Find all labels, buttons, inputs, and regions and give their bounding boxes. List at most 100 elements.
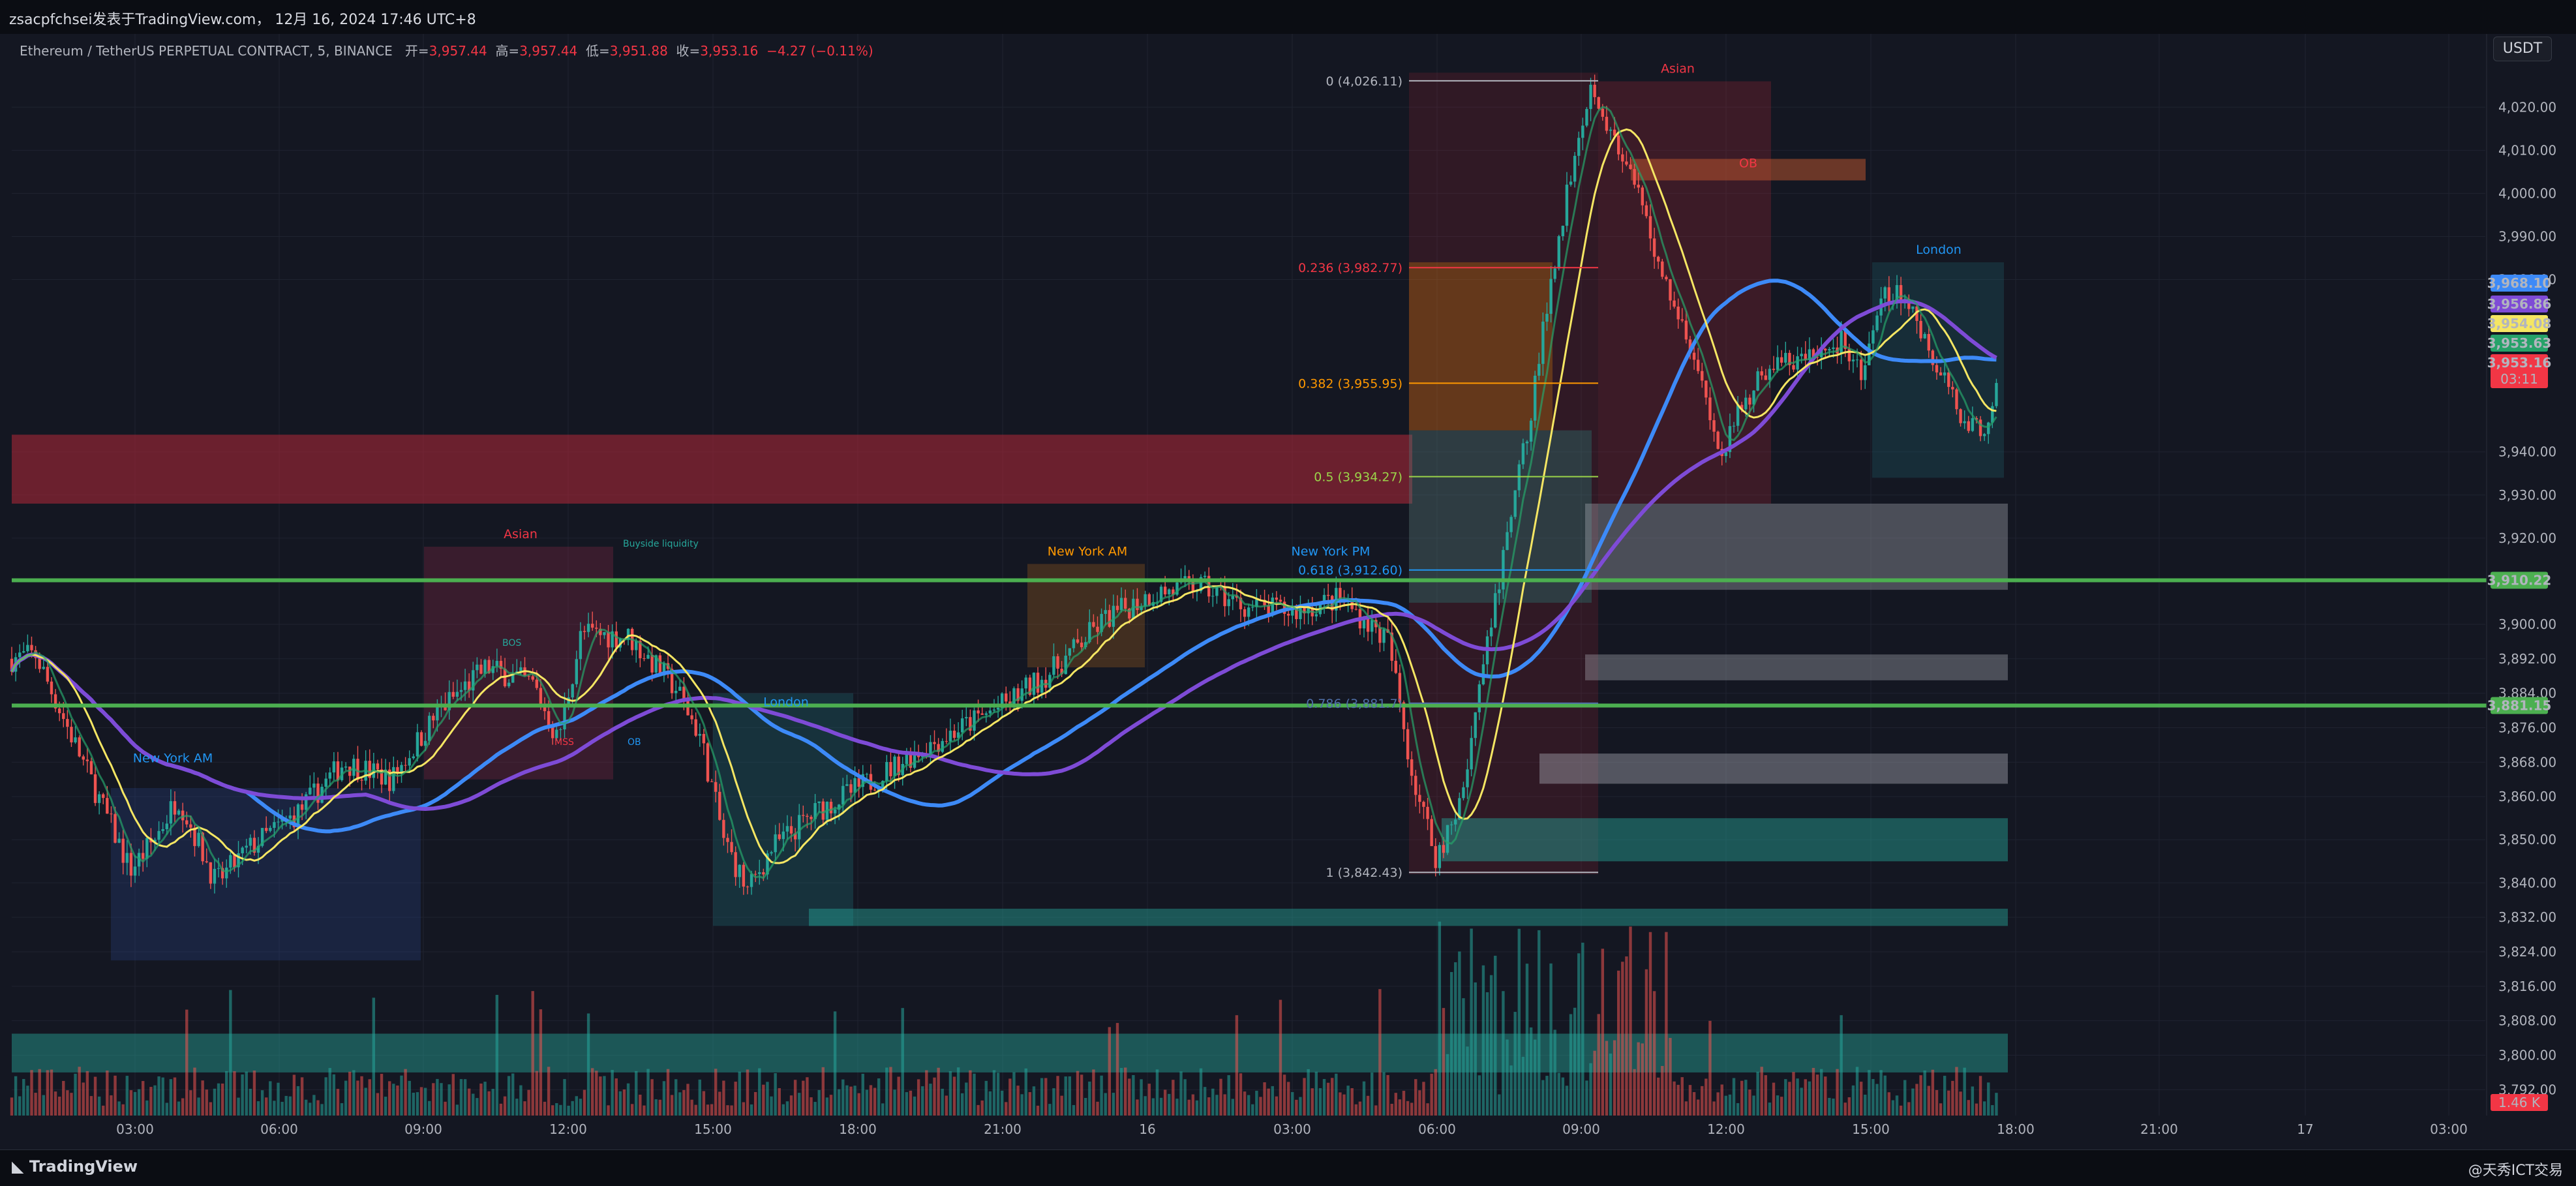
candle-body <box>702 734 706 744</box>
candle-body <box>1680 319 1684 321</box>
candle-body <box>1760 371 1763 376</box>
volume-bar <box>941 1088 944 1116</box>
candle-body <box>1076 639 1080 643</box>
volume-bar <box>523 1101 526 1116</box>
candle-body <box>1410 759 1414 776</box>
volume-bar <box>312 1095 316 1116</box>
volume-bar <box>1919 1075 1922 1116</box>
volume-bar <box>1716 1092 1720 1116</box>
candle-body <box>762 872 765 875</box>
candle-body <box>734 852 737 877</box>
candle-body <box>1776 357 1780 371</box>
candle-body <box>778 834 781 840</box>
volume-bar <box>1601 949 1605 1116</box>
candle-body <box>42 667 45 669</box>
candle-body <box>1187 576 1190 579</box>
candle-body <box>670 669 674 693</box>
candle-body <box>1601 108 1605 117</box>
volume-bar <box>1008 1078 1012 1116</box>
candle-body <box>419 732 423 746</box>
volume-bar <box>774 1072 777 1116</box>
candle-body <box>384 769 387 785</box>
volume-bar <box>1804 1079 1807 1116</box>
volume-bar <box>1259 1097 1262 1116</box>
volume-bar <box>1207 1097 1211 1116</box>
volume-bar <box>1382 1072 1386 1116</box>
volume-bar <box>1454 962 1457 1116</box>
close-value: 3,953.16 <box>700 43 759 59</box>
tradingview-logo[interactable]: ◣ TradingView <box>12 1157 138 1176</box>
volume-bar <box>1995 1093 1998 1116</box>
volume-bar <box>885 1067 888 1116</box>
volume-bar <box>1132 1074 1135 1116</box>
volume-bar <box>1140 1079 1143 1116</box>
candle-body <box>714 782 718 792</box>
volume-bar <box>1024 1068 1027 1116</box>
volume-bar <box>1819 1069 1823 1116</box>
volume-bar <box>1577 953 1581 1116</box>
candle-body <box>1128 609 1131 619</box>
volume-bar <box>1494 956 1497 1116</box>
price-tick-label: 3,840.00 <box>2498 875 2556 890</box>
candle-body <box>1477 684 1481 712</box>
gray-zone-1 <box>1585 503 2008 590</box>
candle-body <box>1648 216 1652 239</box>
candle-body <box>53 694 57 709</box>
volume-bar <box>1609 1053 1613 1116</box>
time-axis[interactable]: 03:00 06:00 09:00 12:00 15:00 18:00 21:00 16 03:… <box>116 1121 2468 1137</box>
candle-body <box>579 631 583 660</box>
volume-bar <box>1322 1078 1326 1116</box>
volume-bar <box>531 991 534 1116</box>
candle-body <box>1140 606 1143 611</box>
candle-body <box>1144 594 1147 607</box>
candle-body <box>332 761 336 773</box>
candle-body <box>472 670 475 691</box>
volume-bar <box>1748 1089 1751 1116</box>
candle-body <box>1489 627 1493 637</box>
candle-body <box>690 715 693 720</box>
currency-button[interactable]: USDT <box>2493 37 2552 61</box>
volume-bar <box>142 1081 145 1116</box>
volume-bar <box>1951 1080 1954 1116</box>
volume-bar <box>451 1074 455 1116</box>
candle-body <box>273 822 276 829</box>
volume-bar <box>1243 1091 1247 1116</box>
candle-body <box>535 679 539 688</box>
volume-zone <box>12 1033 2008 1072</box>
volume-bar <box>1573 1007 1577 1116</box>
volume-bar <box>1012 1072 1016 1116</box>
volume-bar <box>280 1101 284 1116</box>
candle-body <box>750 874 753 887</box>
volume-bar <box>1282 1074 1286 1116</box>
candle-body <box>1462 787 1465 798</box>
change-value: −4.27 (−0.11%) <box>766 43 873 59</box>
candle-body <box>133 866 137 876</box>
candle-body <box>1132 598 1135 619</box>
candle-body <box>1024 677 1027 689</box>
volume-bar <box>1780 1097 1783 1116</box>
candle-body <box>1159 586 1163 602</box>
candle-body <box>1987 422 1990 434</box>
candle-body <box>1286 613 1290 616</box>
candle-body <box>1243 609 1247 617</box>
candle-body <box>833 810 837 813</box>
volume-bar <box>53 1091 57 1116</box>
candle-body <box>220 868 224 879</box>
volume-bar <box>22 1078 25 1116</box>
candle-body <box>845 784 849 786</box>
candle-body <box>62 713 65 720</box>
volume-bar <box>1331 1078 1334 1116</box>
candle-body <box>1529 420 1533 442</box>
volume-bar <box>714 1069 718 1116</box>
price-chart[interactable]: 0 (4,026.11) 0.236 (3,982.77) 0.382 (3,955… <box>0 34 2576 1149</box>
candle-body <box>70 727 73 742</box>
volume-bar <box>1402 1091 1406 1116</box>
gray-zone-3 <box>1539 753 2008 784</box>
candle-body <box>853 778 856 793</box>
volume-bar <box>129 1090 133 1116</box>
candle-body <box>937 744 940 752</box>
candle-body <box>1068 648 1072 656</box>
candle-body <box>1299 605 1302 620</box>
candle-body <box>1585 109 1588 126</box>
volume-bar <box>1005 1102 1008 1116</box>
